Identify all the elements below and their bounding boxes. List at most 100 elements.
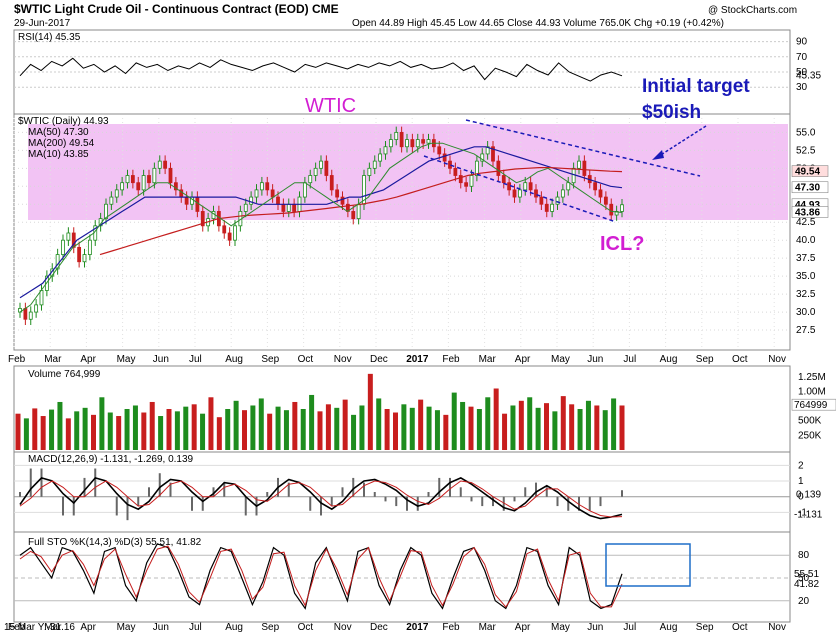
volume-bar — [560, 396, 566, 450]
candle-body — [281, 203, 286, 212]
volume-bar — [32, 408, 38, 450]
macd-hist-label: 0.139 — [796, 490, 821, 501]
price-value-tag — [791, 165, 829, 177]
month-label-bottom: Sep — [261, 622, 279, 633]
candle-body — [308, 175, 313, 184]
price-value-label: 49.54 — [795, 167, 820, 178]
volume-bar — [99, 397, 105, 450]
price-title: $WTIC (Daily) 44.93 — [18, 116, 109, 127]
price-value-label: 43.86 — [795, 207, 820, 218]
volume-bar — [309, 394, 315, 450]
candle-body — [464, 182, 469, 187]
candle-body — [356, 203, 361, 220]
candle-body — [227, 232, 232, 241]
volume-bar — [460, 401, 466, 450]
macd-tick-label: 0 — [798, 492, 804, 503]
month-label: Jun — [153, 354, 169, 365]
candle-body — [286, 203, 291, 212]
candle-body — [496, 160, 501, 176]
candle-body — [458, 175, 463, 184]
candle-body — [555, 196, 560, 205]
month-label-bottom: Oct — [732, 622, 748, 633]
month-label-bottom: Nov — [768, 622, 786, 633]
candle-body — [173, 182, 178, 191]
candle-body — [329, 175, 334, 191]
month-label: Jul — [189, 354, 202, 365]
volume-value-label: 764999 — [794, 400, 828, 411]
volume-bar — [242, 410, 247, 450]
price-value-label: 44.93 — [795, 200, 820, 211]
month-label: Jun — [587, 354, 603, 365]
candle-body — [302, 182, 307, 198]
volume-bar — [468, 406, 474, 450]
volume-bar — [225, 409, 231, 450]
candle-body — [141, 175, 146, 191]
volume-bar — [158, 416, 164, 450]
candle-body — [222, 225, 227, 234]
month-label: Aug — [225, 354, 243, 365]
candle-body — [28, 311, 33, 320]
upper-channel-line — [465, 119, 701, 177]
ma200-legend: MA(200) 49.54 — [28, 138, 95, 149]
macd-tick-label: -1 — [798, 507, 807, 518]
price-value-label: 47.30 — [795, 183, 820, 194]
volume-plot — [15, 373, 625, 450]
candle-body — [383, 146, 388, 155]
volume-bar — [409, 407, 415, 450]
candle-body — [152, 167, 157, 184]
candle-body — [335, 189, 340, 198]
candle-body — [582, 160, 587, 176]
candle-body — [512, 189, 517, 198]
candle-body — [114, 189, 119, 198]
volume-bar — [216, 417, 222, 450]
stoch-title: Full STO %K(14,3) %D(3) 55.51, 41.82 — [28, 537, 202, 548]
wtic-annotation: WTIC — [305, 95, 356, 117]
volume-bar — [510, 405, 516, 450]
volume-bar — [518, 400, 524, 450]
month-label-bottom: Oct — [298, 622, 314, 633]
month-label-bottom: Sep — [696, 622, 714, 633]
volume-bar — [23, 418, 29, 450]
candle-body — [120, 182, 125, 191]
volume-bar — [426, 406, 432, 450]
rsi-line — [19, 57, 623, 82]
candle-body — [372, 160, 377, 169]
volume-tick-label: 1.25M — [798, 372, 826, 383]
volume-bar — [300, 409, 306, 450]
candle-body — [39, 290, 44, 306]
candle-body — [405, 139, 409, 148]
candle-body — [491, 146, 495, 162]
candle-body — [340, 196, 345, 205]
volume-bar — [132, 405, 138, 450]
month-label: Aug — [660, 354, 678, 365]
volume-bar — [200, 413, 206, 450]
candle-body — [23, 308, 28, 320]
month-label: 2017 — [406, 354, 429, 365]
candle-body — [292, 203, 297, 212]
month-label-bottom: Mar — [44, 622, 62, 633]
price-plot — [18, 126, 624, 325]
macd-tick-label: 1 — [798, 476, 804, 487]
price-tick-label: 55.0 — [796, 127, 816, 138]
candle-body — [415, 139, 420, 148]
volume-bar — [174, 411, 180, 450]
candle-body — [276, 196, 280, 205]
candle-body — [243, 203, 248, 212]
volume-bar — [124, 409, 130, 450]
price-tick-label: 42.5 — [796, 217, 816, 228]
volume-bar — [57, 401, 63, 450]
volume-bar — [107, 412, 113, 450]
candle-body — [474, 160, 479, 176]
month-label-bottom: Jul — [189, 622, 202, 633]
candle-body — [560, 189, 565, 198]
candle-body — [367, 167, 372, 176]
candle-body — [259, 182, 264, 191]
candle-body — [614, 211, 619, 216]
candle-body — [480, 153, 485, 162]
volume-bar — [434, 410, 440, 450]
rsi-tick-label: 70 — [796, 52, 808, 63]
candle-body — [109, 196, 114, 205]
volume-bar — [384, 409, 390, 450]
ma200-line — [99, 167, 623, 256]
volume-bar — [74, 411, 80, 450]
